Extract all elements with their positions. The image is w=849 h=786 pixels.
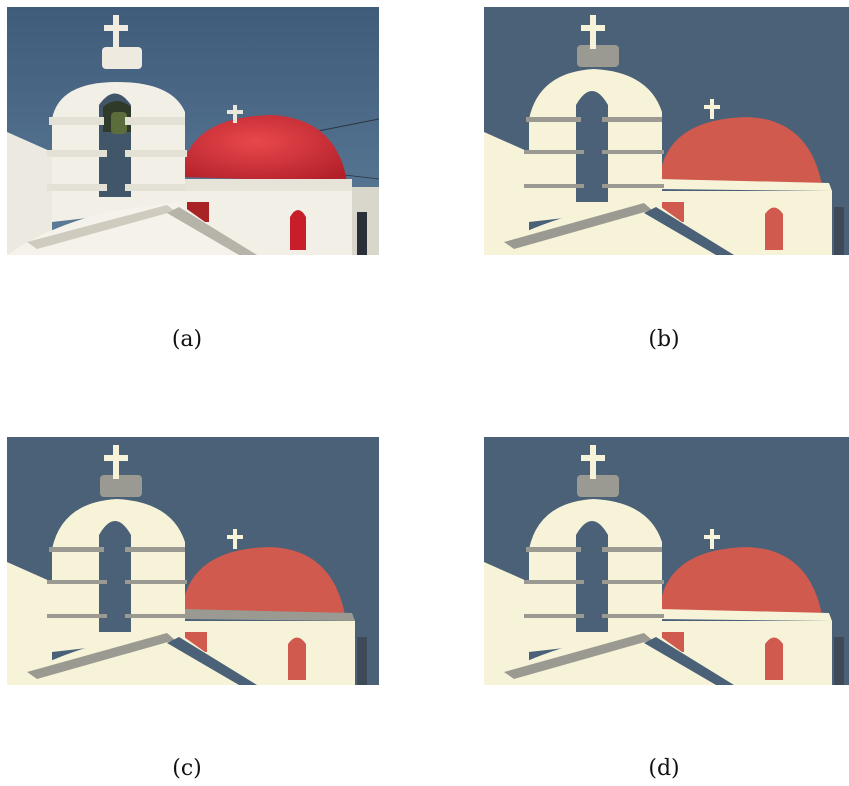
panel-b-segmented-image <box>484 7 849 255</box>
church-segmentation <box>7 437 379 685</box>
caption-d: (d) <box>648 756 680 781</box>
church-segmentation <box>484 437 849 685</box>
panel-a-original-image <box>7 7 379 255</box>
caption-b: (b) <box>648 327 680 352</box>
panel-c-segmented-image <box>7 437 379 685</box>
church-segmentation <box>484 7 849 255</box>
panel-d-segmented-image <box>484 437 849 685</box>
church-photo <box>7 7 379 255</box>
caption-c: (c) <box>172 756 202 781</box>
caption-a: (a) <box>171 327 203 352</box>
